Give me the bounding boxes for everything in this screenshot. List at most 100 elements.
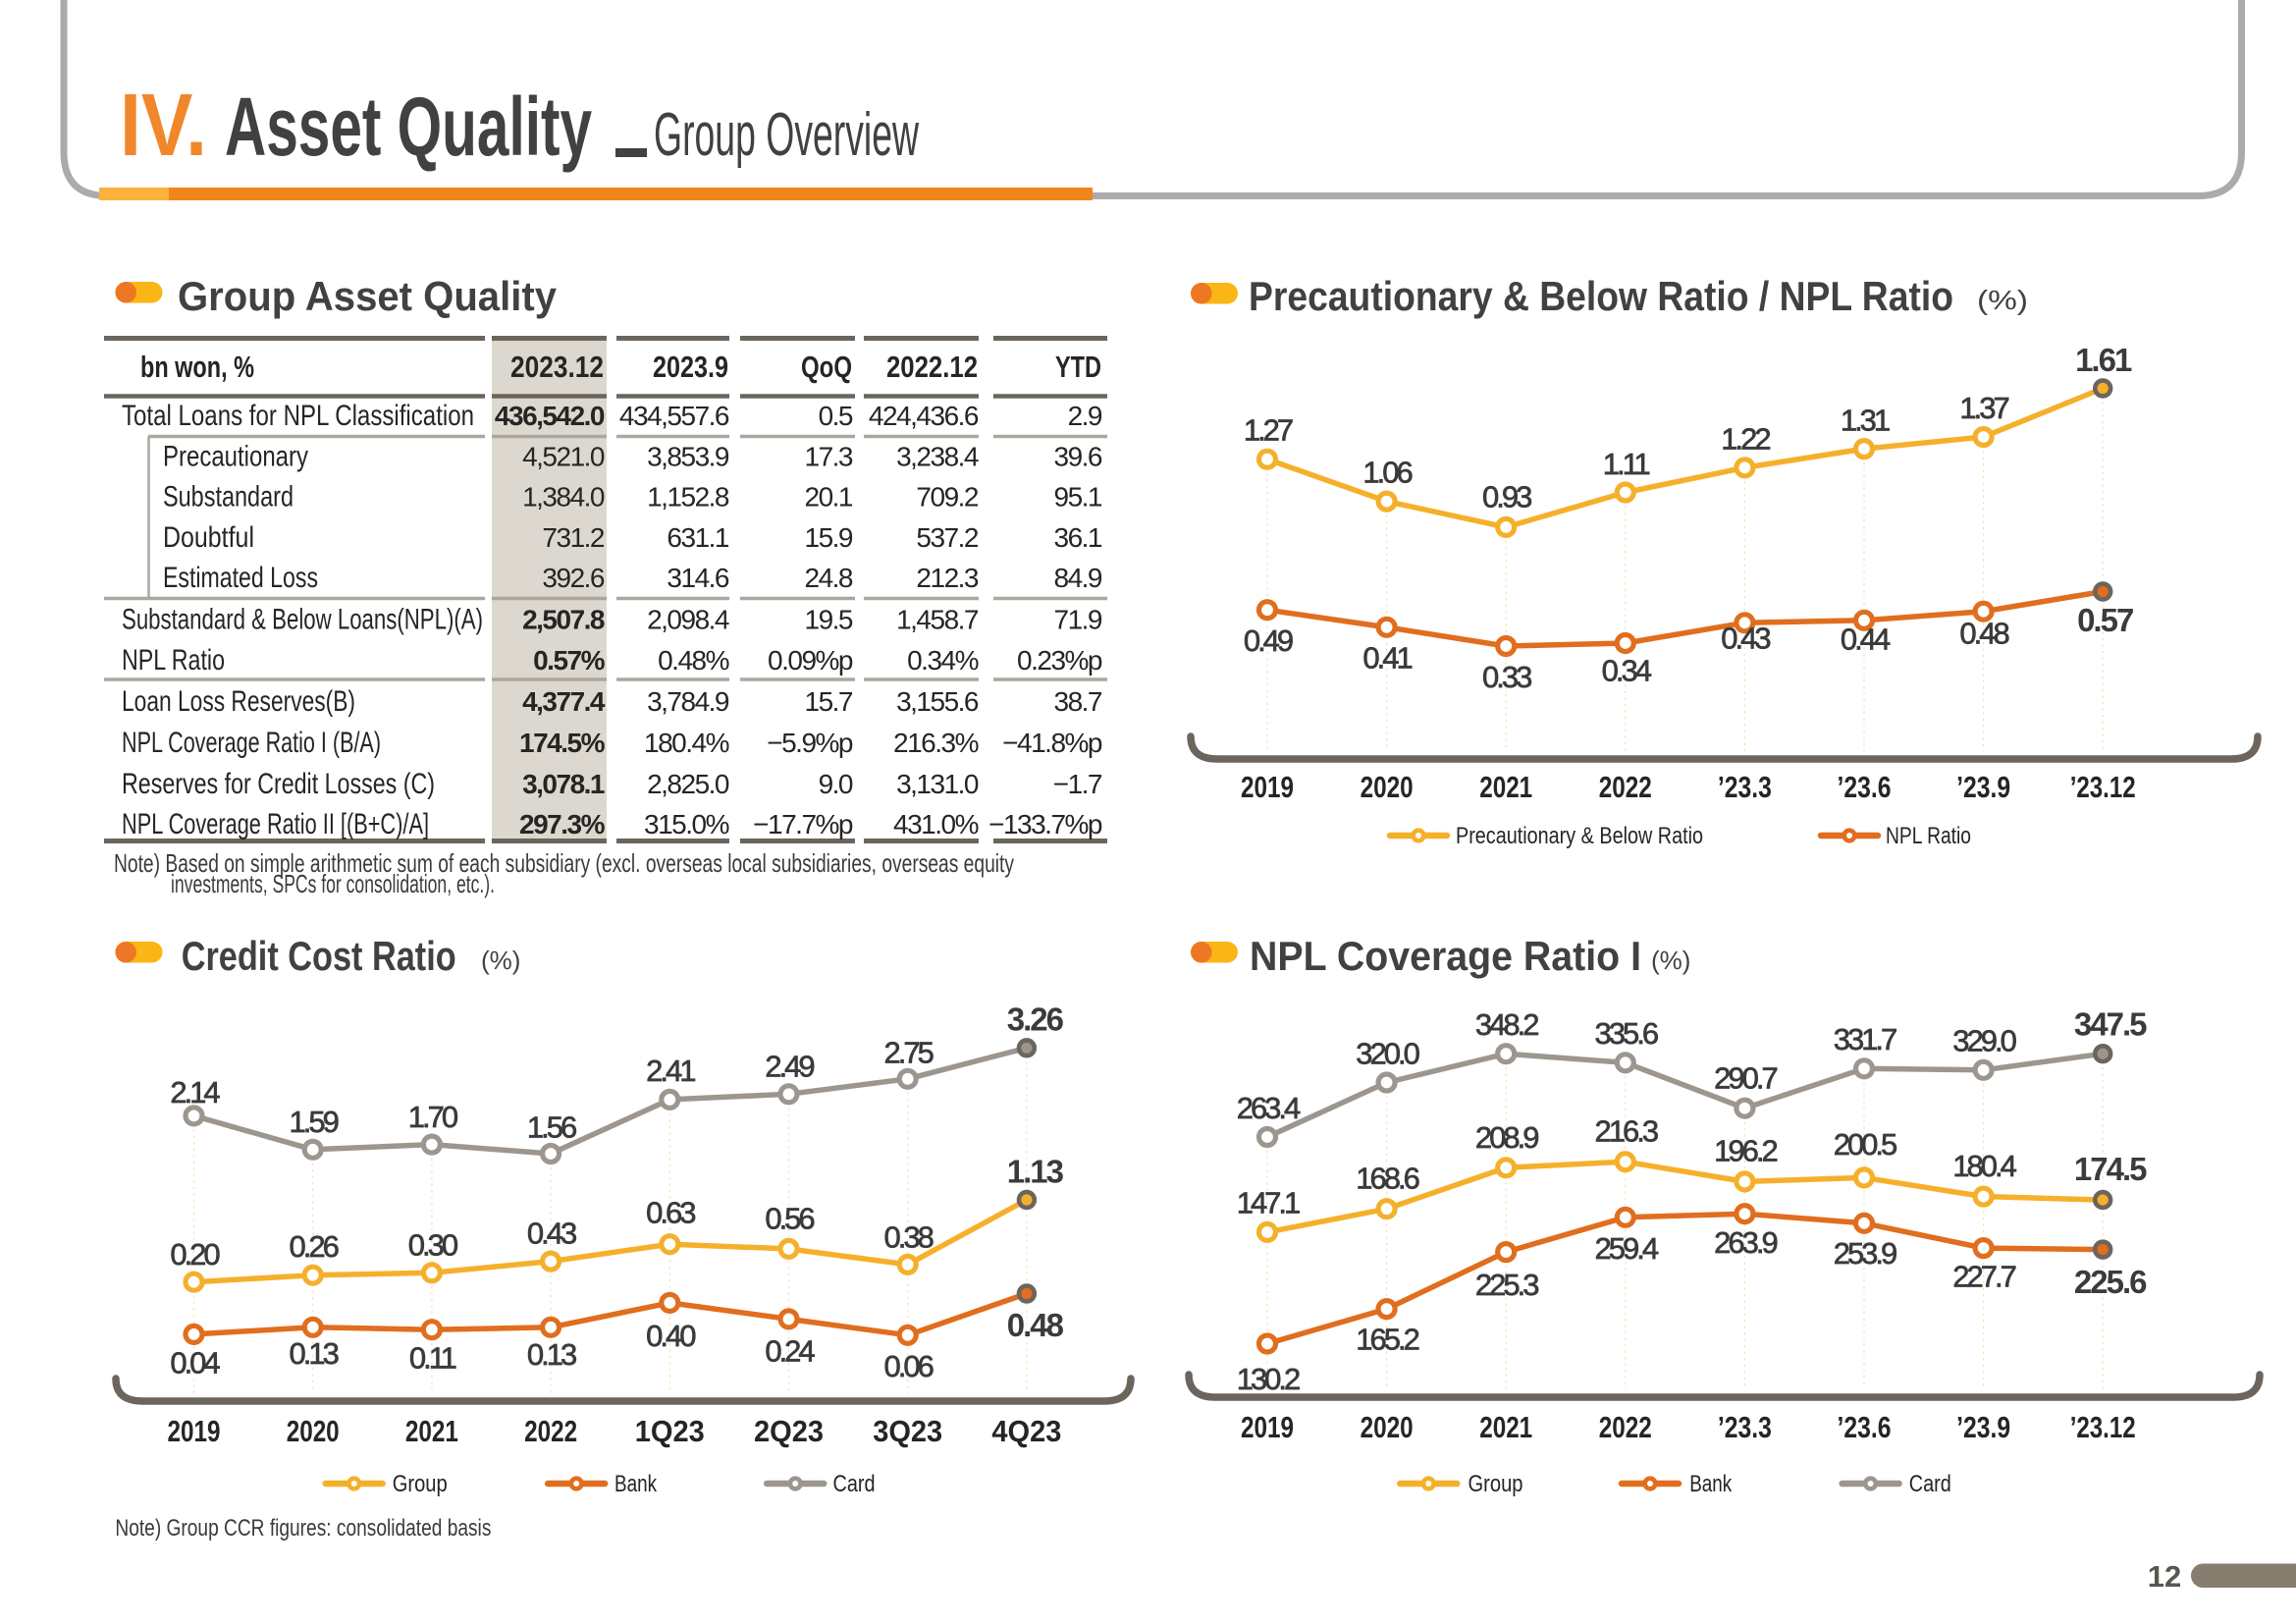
svg-text:1.27: 1.27 xyxy=(1244,413,1293,448)
svg-text:1.59: 1.59 xyxy=(290,1105,339,1139)
svg-text:347.5: 347.5 xyxy=(2074,1006,2147,1043)
svg-text:315.0%: 315.0% xyxy=(644,809,729,839)
svg-text:4Q23: 4Q23 xyxy=(991,1414,1061,1448)
svg-text:2021: 2021 xyxy=(1479,1410,1532,1444)
svg-text:631.1: 631.1 xyxy=(667,522,728,553)
svg-text:1.70: 1.70 xyxy=(408,1100,458,1134)
svg-text:1.31: 1.31 xyxy=(1841,403,1890,437)
svg-text:2.9: 2.9 xyxy=(1068,401,1102,431)
svg-text:2,507.8: 2,507.8 xyxy=(522,605,605,635)
svg-text:Asset Quality: Asset Quality xyxy=(225,81,592,173)
svg-text:0.43: 0.43 xyxy=(1721,622,1770,656)
svg-text:0.44: 0.44 xyxy=(1841,623,1891,657)
svg-text:263.4: 263.4 xyxy=(1237,1091,1301,1125)
svg-text:Estimated Loss: Estimated Loss xyxy=(163,562,318,594)
svg-text:0.26: 0.26 xyxy=(290,1229,339,1264)
svg-text:3Q23: 3Q23 xyxy=(873,1414,942,1448)
svg-text:2,825.0: 2,825.0 xyxy=(647,769,729,799)
svg-text:15.9: 15.9 xyxy=(805,522,853,553)
svg-text:2022: 2022 xyxy=(1599,770,1652,804)
svg-text:2023.12: 2023.12 xyxy=(510,350,604,384)
svg-text:15.7: 15.7 xyxy=(805,686,853,717)
svg-text:1Q23: 1Q23 xyxy=(635,1414,705,1448)
svg-text:0.40: 0.40 xyxy=(646,1319,696,1353)
svg-text:180.4: 180.4 xyxy=(1952,1149,2016,1183)
svg-text:YTD: YTD xyxy=(1055,350,1101,384)
svg-text:Bank: Bank xyxy=(614,1471,658,1497)
svg-text:71.9: 71.9 xyxy=(1054,605,1102,635)
svg-text:Loan Loss Reserves(B): Loan Loss Reserves(B) xyxy=(122,685,355,718)
svg-text:12: 12 xyxy=(2148,1559,2181,1594)
svg-text:3.26: 3.26 xyxy=(1007,1001,1064,1037)
svg-text:147.1: 147.1 xyxy=(1237,1186,1300,1220)
svg-text:392.6: 392.6 xyxy=(542,563,604,593)
svg-text:434,557.6: 434,557.6 xyxy=(619,401,729,431)
svg-text:130.2: 130.2 xyxy=(1237,1362,1300,1396)
svg-text:0.93: 0.93 xyxy=(1482,480,1531,514)
svg-text:168.6: 168.6 xyxy=(1356,1162,1418,1196)
svg-text:0.43: 0.43 xyxy=(527,1217,576,1251)
svg-text:Total Loans for NPL Classifica: Total Loans for NPL Classification xyxy=(122,400,474,432)
svg-text:216.3: 216.3 xyxy=(1595,1114,1658,1149)
svg-text:436,542.0: 436,542.0 xyxy=(495,401,605,431)
svg-text:Group Asset Quality: Group Asset Quality xyxy=(178,273,558,319)
svg-text:2023.9: 2023.9 xyxy=(653,350,728,384)
svg-text:2021: 2021 xyxy=(405,1414,458,1448)
svg-text:95.1: 95.1 xyxy=(1054,482,1102,513)
svg-text:2019: 2019 xyxy=(1241,770,1294,804)
svg-text:’23.3: ’23.3 xyxy=(1718,1410,1772,1444)
svg-text:335.6: 335.6 xyxy=(1595,1016,1658,1051)
svg-text:212.3: 212.3 xyxy=(916,563,978,593)
svg-text:Card: Card xyxy=(833,1471,876,1497)
svg-text:−41.8%p: −41.8%p xyxy=(1002,728,1102,758)
svg-text:Precautionary: Precautionary xyxy=(163,441,308,473)
svg-text:38.7: 38.7 xyxy=(1054,686,1102,717)
svg-text:537.2: 537.2 xyxy=(916,522,978,553)
svg-text:0.41: 0.41 xyxy=(1362,641,1412,676)
svg-text:39.6: 39.6 xyxy=(1054,442,1102,472)
svg-text:2022: 2022 xyxy=(1599,1410,1652,1444)
svg-text:200.5: 200.5 xyxy=(1834,1127,1896,1162)
svg-text:263.9: 263.9 xyxy=(1714,1225,1777,1260)
svg-text:NPL Ratio: NPL Ratio xyxy=(1886,823,1971,849)
svg-text:0.48%: 0.48% xyxy=(658,645,728,676)
svg-text:3,784.9: 3,784.9 xyxy=(647,686,729,717)
svg-text:NPL Coverage Ratio I: NPL Coverage Ratio I xyxy=(1250,933,1641,979)
svg-text:’23.9: ’23.9 xyxy=(1956,770,2010,804)
svg-text:297.3%: 297.3% xyxy=(519,809,606,839)
svg-text:2,098.4: 2,098.4 xyxy=(647,605,729,635)
svg-text:320.0: 320.0 xyxy=(1356,1036,1419,1070)
svg-text:225.6: 225.6 xyxy=(2074,1264,2147,1300)
svg-text:’23.6: ’23.6 xyxy=(1838,770,1892,804)
svg-text:0.24: 0.24 xyxy=(765,1334,815,1369)
svg-text:’23.12: ’23.12 xyxy=(2070,770,2136,804)
svg-text:0.57%: 0.57% xyxy=(533,645,605,676)
svg-text:259.4: 259.4 xyxy=(1595,1231,1659,1266)
svg-text:4,521.0: 4,521.0 xyxy=(522,442,605,472)
svg-text:Group Overview: Group Overview xyxy=(654,101,919,169)
svg-text:(%): (%) xyxy=(1651,946,1690,975)
svg-text:180.4%: 180.4% xyxy=(644,728,729,758)
svg-text:1,458.7: 1,458.7 xyxy=(896,605,979,635)
svg-text:Group: Group xyxy=(1468,1471,1523,1497)
svg-text:1.56: 1.56 xyxy=(527,1110,576,1145)
svg-text:2.75: 2.75 xyxy=(884,1035,934,1069)
svg-text:290.7: 290.7 xyxy=(1714,1061,1777,1096)
svg-text:1.11: 1.11 xyxy=(1603,447,1650,481)
svg-text:’23.12: ’23.12 xyxy=(2070,1410,2136,1444)
svg-text:2.14: 2.14 xyxy=(170,1075,220,1110)
svg-text:314.6: 314.6 xyxy=(667,563,728,593)
svg-text:1.06: 1.06 xyxy=(1362,455,1412,489)
svg-text:(%): (%) xyxy=(1977,285,2028,315)
svg-text:Bank: Bank xyxy=(1689,1471,1733,1497)
svg-text:QoQ: QoQ xyxy=(801,350,852,384)
svg-text:Precautionary & Below Ratio /: Precautionary & Below Ratio / NPL Ratio xyxy=(1249,273,1953,319)
svg-text:36.1: 36.1 xyxy=(1054,522,1102,553)
svg-text:−5.9%p: −5.9%p xyxy=(767,728,853,758)
svg-text:84.9: 84.9 xyxy=(1054,563,1102,593)
svg-text:20.1: 20.1 xyxy=(805,482,853,513)
svg-text:196.2: 196.2 xyxy=(1714,1134,1777,1168)
svg-text:208.9: 208.9 xyxy=(1475,1120,1538,1155)
svg-text:NPL Ratio: NPL Ratio xyxy=(122,644,225,677)
svg-text:Card: Card xyxy=(1909,1471,1951,1497)
